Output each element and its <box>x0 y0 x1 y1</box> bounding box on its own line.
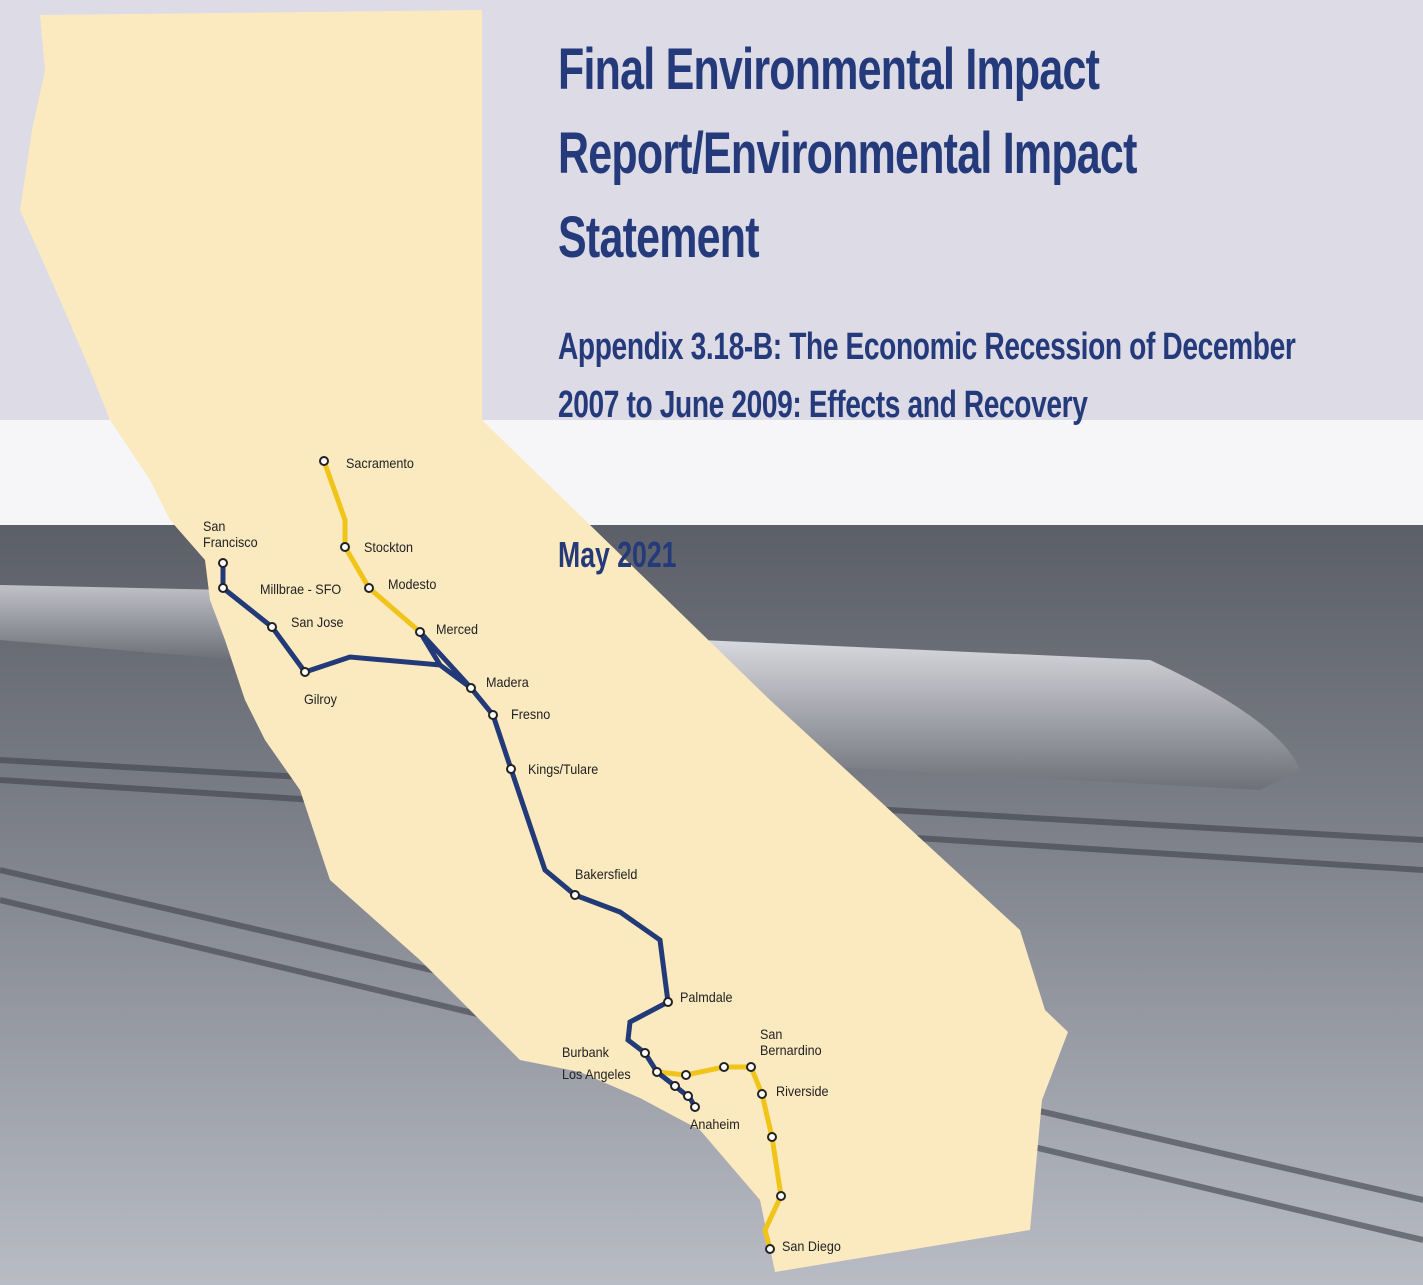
station-label: Merced <box>436 621 479 637</box>
train <box>700 640 1300 790</box>
station-label: Kings/Tulare <box>528 761 599 777</box>
station-label: Burbank <box>562 1044 609 1060</box>
station-label: San Diego <box>782 1238 841 1254</box>
station-label: Fresno <box>511 706 551 722</box>
station-label: Gilroy <box>304 691 337 707</box>
station-dots <box>218 456 786 1254</box>
station-label: San Francisco <box>203 518 258 550</box>
station-label: Bakersfield <box>575 866 638 882</box>
train-rear <box>0 585 240 660</box>
station-label: Madera <box>486 674 529 690</box>
subtitle: Appendix 3.18-B: The Economic Recession … <box>558 326 1296 426</box>
station-label: Stockton <box>364 539 414 555</box>
blue-route <box>220 563 698 1109</box>
station-label: Sacramento <box>346 455 414 471</box>
station-label: Palmdale <box>680 989 733 1005</box>
station-label: Riverside <box>776 1083 829 1099</box>
california <box>20 10 1068 1272</box>
station-label: Anaheim <box>690 1116 740 1132</box>
station-label: San Bernardino <box>760 1026 822 1058</box>
title: Final Environmental Impact Report/Enviro… <box>558 37 1137 270</box>
station-label: Millbrae - SFO <box>260 581 342 597</box>
station-label: San Jose <box>291 614 344 630</box>
date: May 2021 <box>558 534 677 575</box>
station-label: Modesto <box>388 576 437 592</box>
station-label: Los Angeles <box>562 1066 631 1082</box>
